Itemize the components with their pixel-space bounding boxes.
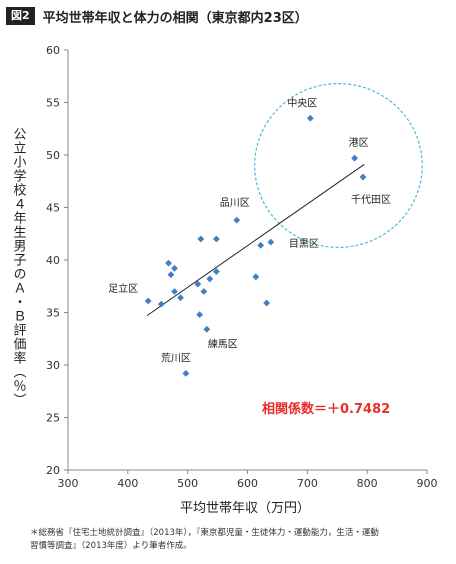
source-note-line-1: ＊総務省『住宅土地統計調査』（2013年），『東京都児童・生徒体力・運動能力，生… [30,528,379,538]
y-axis-label: 公立小学校４年生男子のＡ・Ｂ評価率（％） [11,127,27,407]
x-tick-label: 500 [177,477,198,490]
x-tick-label: 400 [117,477,138,490]
data-point [252,273,260,281]
data-point [165,259,172,267]
figure-header: 図2 平均世帯年収と体力の相関（東京都内23区） [6,6,450,26]
point-label: 千代田区 [351,194,391,206]
data-point [212,268,220,275]
data-points [144,114,367,377]
highlight-ellipse-group [254,82,423,249]
highlight-ellipse [254,82,423,249]
data-point [171,288,178,295]
source-note: ＊総務省『住宅土地統計調査』（2013年），『東京都児童・生徒体力・運動能力，生… [30,527,440,553]
scatter-chart: 300 400 500 600 700 800 900202530354045505560 … [11,44,438,516]
y-tick-label: 55 [46,97,60,110]
data-point [171,265,178,272]
point-label: 品川区 [220,197,250,209]
data-point [206,275,214,283]
x-tick-label: 700 [297,477,318,490]
point-label: 足立区 [108,282,138,295]
x-tick-label: 600 [237,477,258,490]
y-tick-label: 40 [46,254,60,267]
tick-labels: 300 400 500 600 700 800 900 20 25 30 35 40 45 50 55 60 [46,44,438,490]
point-label: 練馬区 [208,337,238,350]
y-tick-label: 30 [46,359,60,372]
data-point [197,235,205,243]
x-tick-label: 300 [58,477,79,490]
data-point [194,280,202,288]
y-tick-label: 35 [46,307,60,320]
point-label: 目黒区 [289,238,319,250]
y-tick-label: 50 [46,149,60,162]
data-point [167,271,175,279]
point-label: 港区 [349,137,369,149]
data-point [212,235,220,243]
data-point [233,216,241,224]
data-point [177,294,184,302]
x-tick-label: 900 [417,477,438,490]
data-point [263,299,271,307]
figure-label: 図2 [6,7,35,25]
data-point [306,114,314,122]
data-point [144,297,152,305]
data-point [351,154,359,162]
data-point [257,241,265,249]
y-tick-label: 25 [46,412,60,425]
x-axis-label: 平均世帯年収（万円） [180,501,310,516]
data-point [196,311,204,318]
correlation-label: 相関係数＝＋0.7482 [262,401,390,417]
data-point [203,325,211,333]
chart-title: 平均世帯年収と体力の相関（東京都内23区） [42,10,308,26]
trendline-group [146,164,365,317]
y-tick-label: 60 [46,44,60,57]
data-point [157,300,165,308]
data-point [267,238,275,246]
source-note-line-2: 習慣等調査』（2013年度）より筆者作成。 [30,541,192,551]
x-tick-label: 800 [357,477,378,490]
y-tick-label: 45 [46,202,60,215]
point-label: 荒川区 [161,352,191,364]
trendline [146,164,365,317]
point-label: 中央区 [287,96,317,109]
data-point [359,173,367,181]
data-point [182,370,190,377]
data-point [200,288,208,295]
y-tick-label: 20 [46,464,60,477]
